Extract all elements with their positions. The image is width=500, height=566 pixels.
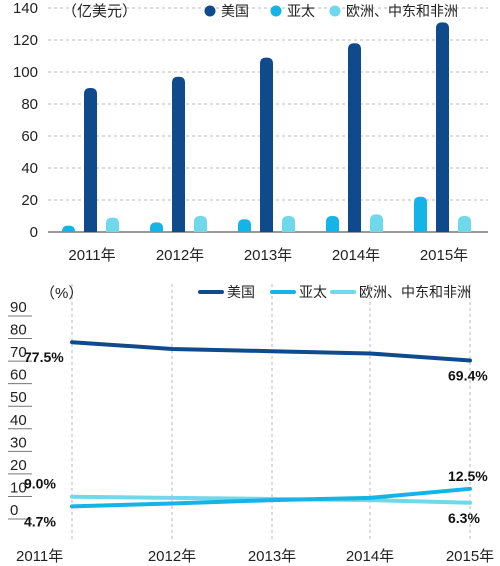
x-tick-label: 2015年: [420, 247, 468, 264]
y-tick-label: 80: [10, 322, 27, 339]
y-tick-label: 20: [10, 457, 27, 474]
y-tick-label: 0: [10, 502, 18, 519]
data-label: 6.3%: [448, 510, 480, 526]
series-line: [70, 340, 472, 363]
legend-label: 美国: [221, 3, 249, 19]
x-tick-label: 2012年: [148, 548, 196, 565]
bar: [414, 196, 427, 232]
legend-label: 亚太: [299, 284, 327, 300]
data-label: 69.4%: [448, 367, 488, 383]
bar: [84, 88, 97, 232]
x-tick-label: 2014年: [332, 247, 380, 264]
legend-label: 欧洲、中东和非洲: [346, 3, 458, 19]
legend-label: 美国: [227, 284, 255, 300]
x-tick-label: 2012年: [156, 247, 204, 264]
revenue-bar-chart: 0 20 40 60 80 100 120 140 （亿美元） 2011年 2012年 2013年 20…: [13, 0, 488, 264]
bar: [370, 214, 383, 232]
data-label: 77.5%: [24, 349, 64, 365]
bar: [260, 57, 273, 232]
bar: [326, 216, 339, 232]
y-tick-label: 60: [10, 367, 27, 384]
bar: [238, 219, 251, 232]
series-line: [70, 486, 472, 509]
x-tick-label: 2011年: [16, 548, 63, 565]
y-tick-label: 30: [10, 434, 27, 451]
y-tick-label: 50: [10, 389, 27, 406]
y-tick-label: 120: [13, 32, 38, 49]
bar: [106, 217, 119, 232]
y-tick-label: 10: [10, 479, 27, 496]
y-tick-label: 80: [21, 96, 38, 113]
bar: [194, 216, 207, 232]
y-tick-label: 0: [30, 224, 38, 241]
data-label: 4.7%: [24, 513, 56, 529]
bar: [458, 216, 471, 232]
share-line-chart: 0 10 20 30 40 50 60 70 80 90 （%） 2011年 2012年 2013年 201…: [8, 284, 494, 565]
legend-label: 亚太: [287, 3, 315, 19]
x-tick-label: 2011年: [68, 247, 115, 264]
data-label: 12.5%: [448, 468, 488, 484]
y-tick-label: 90: [10, 299, 27, 316]
y-axis-unit: （亿美元）: [62, 3, 137, 20]
bar: [436, 22, 449, 233]
x-tick-label: 2015年: [446, 548, 494, 565]
y-tick-label: 40: [21, 160, 38, 177]
y-tick-label: 40: [10, 412, 27, 429]
legend-marker: [204, 5, 216, 17]
y-tick-label: 60: [21, 128, 38, 145]
y-tick-label: 140: [13, 0, 38, 17]
bar: [62, 225, 75, 232]
bar: [150, 222, 163, 232]
legend-label: 欧洲、中东和非洲: [359, 284, 471, 300]
x-tick-label: 2014年: [346, 548, 394, 565]
x-tick-label: 2013年: [248, 548, 296, 565]
y-tick-label: 20: [21, 192, 38, 209]
x-tick-label: 2013年: [244, 247, 292, 264]
bar: [172, 76, 185, 232]
legend-marker: [329, 5, 341, 17]
y-tick-label: 100: [13, 64, 38, 81]
y-axis-unit: （%）: [40, 285, 83, 302]
y-tick-label: 70: [10, 344, 27, 361]
bar: [348, 43, 361, 233]
legend-marker: [270, 5, 282, 17]
bar: [282, 216, 295, 232]
data-label: 9.0%: [24, 476, 56, 492]
